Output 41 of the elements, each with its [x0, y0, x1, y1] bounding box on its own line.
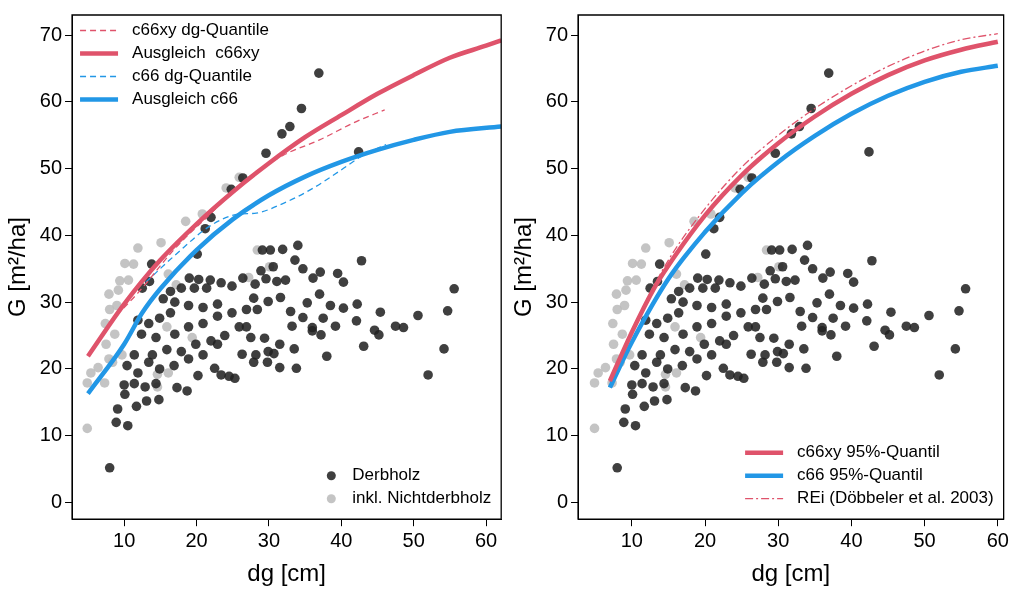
- y-tick-label: 60: [545, 89, 569, 112]
- legend-label: Derbholz: [352, 465, 421, 485]
- y-tick-label: 10: [545, 423, 569, 446]
- y-axis-title: G [m²/ha]: [3, 217, 31, 318]
- x-tick-label: 30: [767, 528, 790, 551]
- y-tick-label: 40: [39, 222, 63, 245]
- x-tick-label: 30: [257, 528, 281, 551]
- x-tick-label: 20: [693, 528, 717, 551]
- legend-label: c66 95%-Quantil: [797, 465, 923, 485]
- legend-label: c66xy 95%-Quantil: [797, 442, 940, 462]
- y-axis-title: G [m²/ha]: [509, 217, 537, 318]
- x-tick-label: 50: [402, 528, 425, 551]
- legend-label: Ausgleich c66: [132, 89, 238, 109]
- y-tick-label: 20: [545, 356, 569, 379]
- y-tick-label: 50: [39, 156, 63, 179]
- y-tick-label: 20: [39, 356, 63, 379]
- x-tick-label: 40: [330, 528, 353, 551]
- y-tick-label: 0: [50, 490, 63, 513]
- y-tick-label: 30: [39, 289, 63, 312]
- y-tick-label: 70: [545, 22, 569, 45]
- x-axis-title: dg [cm]: [247, 559, 326, 587]
- y-tick-label: 40: [545, 222, 569, 245]
- x-tick-label: 60: [474, 528, 498, 551]
- legend-label: inkl. Nichtderbholz: [352, 488, 492, 508]
- x-axis-title: dg [cm]: [751, 559, 831, 587]
- x-tick-label: 20: [185, 528, 208, 551]
- x-tick-label: 60: [986, 528, 1009, 551]
- y-tick-label: 50: [545, 156, 569, 179]
- y-tick-label: 60: [39, 89, 63, 112]
- y-tick-label: 0: [556, 490, 569, 513]
- x-tick-label: 40: [840, 528, 863, 551]
- legend-label: c66 dg-Quantile: [132, 66, 253, 86]
- x-tick-label: 10: [620, 528, 643, 551]
- y-tick-label: 70: [39, 22, 63, 45]
- legend-label: c66xy dg-Quantile: [132, 20, 270, 40]
- x-tick-label: 50: [913, 528, 936, 551]
- y-tick-label: 30: [545, 289, 569, 312]
- x-tick-label: 10: [113, 528, 136, 551]
- y-tick-label: 10: [39, 423, 63, 446]
- legend-label: REi (Döbbeler et al. 2003): [797, 488, 994, 508]
- legend-label: Ausgleich c66xy: [132, 43, 261, 63]
